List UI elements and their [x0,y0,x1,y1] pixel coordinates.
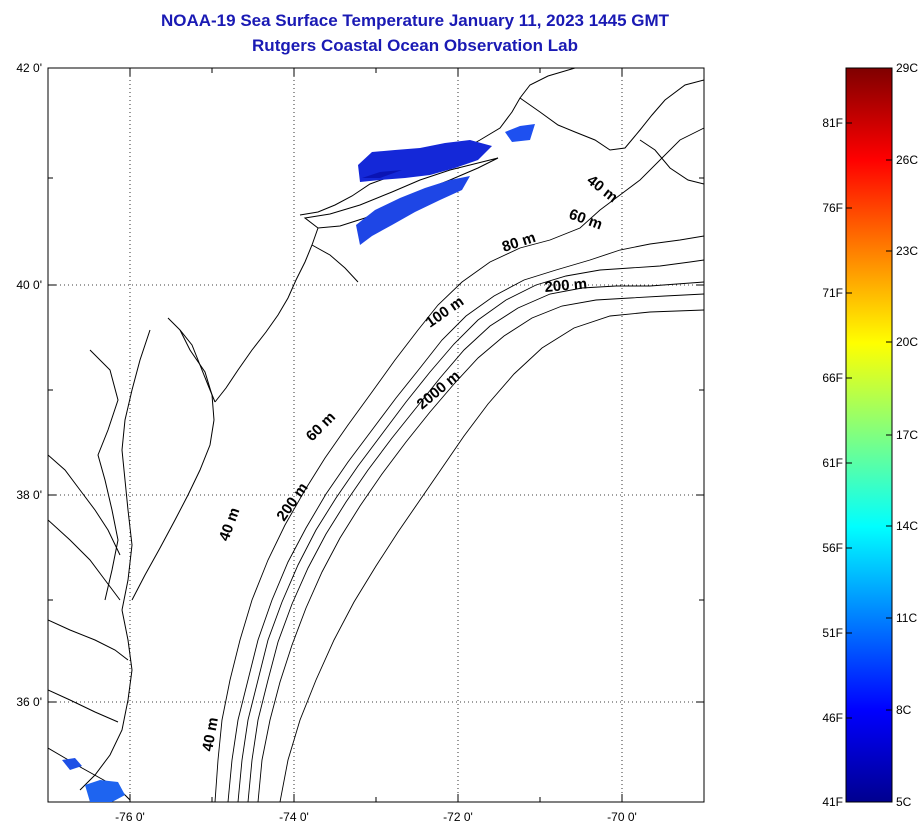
depth-contours [214,127,704,802]
sst-patches [62,124,535,802]
colorbar-f-label: 81F [822,116,843,130]
colorbar-c-label: 11C [896,611,918,625]
contour-label: 200 m [544,275,588,296]
colorbar-c-label: 23C [896,244,919,258]
colorbar-f-label: 46F [822,711,843,725]
lat-label: 42 0' [16,61,42,75]
colorbar-c-label: 5C [896,795,912,809]
colorbar-c-label: 29C [896,61,919,75]
lon-label: -76 0' [115,810,145,824]
colorbar-f-label: 71F [822,286,843,300]
colorbar-c-label: 17C [896,428,919,442]
colorbar-f-label: 61F [822,456,843,470]
colorbar-f-label: 56F [822,541,843,555]
contour-label: 40 m [199,716,222,753]
lat-label: 38 0' [16,488,42,502]
lon-label: -72 0' [443,810,473,824]
coastline [48,68,704,801]
chart-subtitle: Rutgers Coastal Ocean Observation Lab [252,36,578,55]
colorbar [845,67,893,803]
colorbar-f-label: 51F [822,626,843,640]
graticule [48,68,704,802]
colorbar-c-label: 14C [896,519,919,533]
colorbar-f-label: 76F [822,201,843,215]
lon-label: -70 0' [607,810,637,824]
colorbar-c-label: 8C [896,703,912,717]
map-frame [47,67,705,803]
axis-ticks [48,67,704,802]
chart-title: NOAA-19 Sea Surface Temperature January … [160,11,670,30]
colorbar-c-label: 26C [896,153,919,167]
lat-label: 40 0' [16,278,42,292]
lat-label: 36 0' [16,695,42,709]
colorbar-f-label: 41F [822,795,843,809]
colorbar-f-label: 66F [822,371,843,385]
colorbar-c-label: 20C [896,335,919,349]
colorbar-ticks [846,122,892,719]
lon-label: -74 0' [279,810,309,824]
